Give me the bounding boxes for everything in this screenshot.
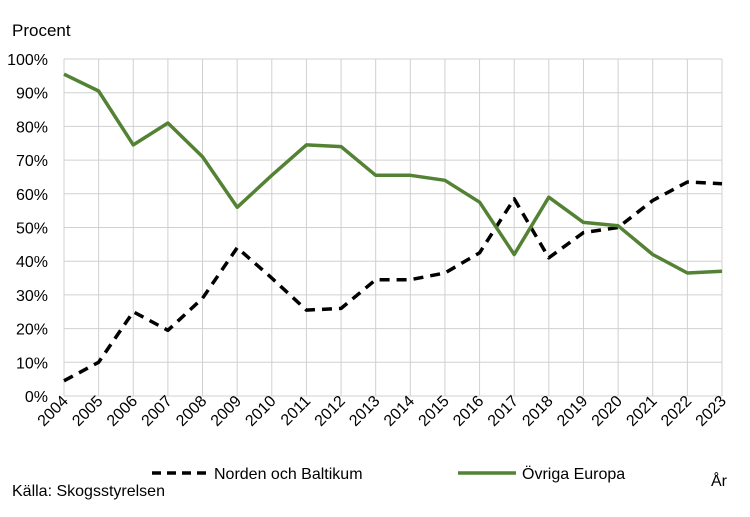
x-tick-label: 2019 [554, 393, 591, 430]
x-tick-label: 2018 [519, 393, 556, 430]
y-tick-label: 20% [16, 322, 48, 339]
x-tick-label: 2022 [658, 393, 695, 430]
y-tick-label: 30% [16, 288, 48, 305]
series-line-0 [63, 180, 723, 383]
y-tick-labels: 0% 10% 20% 30% 40% 50% 60% 70% 80% 90% 100% [7, 52, 48, 406]
x-tick-label: 2007 [139, 393, 176, 430]
y-tick-label: 40% [16, 254, 48, 271]
x-tick-label: 2016 [450, 393, 487, 430]
y-tick-label: 60% [16, 187, 48, 204]
y-tick-label: 10% [16, 355, 48, 372]
y-axis-title: Procent [12, 21, 71, 40]
y-tick-label: 50% [16, 221, 48, 238]
y-tick-label: 80% [16, 119, 48, 136]
x-tick-label: 2008 [173, 393, 210, 430]
x-tick-label: 2014 [381, 393, 418, 430]
x-tick-label: 2023 [693, 393, 730, 430]
x-tick-label: 2006 [104, 393, 141, 430]
x-tick-label: 2020 [589, 393, 626, 430]
y-tick-label: 90% [16, 86, 48, 103]
x-tick-label: 2005 [69, 393, 106, 430]
grid [63, 58, 723, 397]
legend: Norden och Baltikum Övriga Europa [152, 465, 625, 483]
x-tick-label: 2021 [623, 393, 660, 430]
legend-label-ovriga: Övriga Europa [522, 465, 625, 483]
x-tick-label: 2011 [278, 393, 314, 429]
x-axis-title: År [711, 471, 728, 490]
x-tick-labels: 2004200520062007200820092010201120122013… [35, 393, 730, 430]
source-note: Källa: Skogsstyrelsen [12, 483, 165, 500]
y-tick-label: 0% [25, 389, 48, 406]
series-lines [63, 72, 723, 383]
x-tick-label: 2017 [485, 393, 522, 430]
y-tick-label: 70% [16, 153, 48, 170]
x-tick-label: 2013 [346, 393, 383, 430]
x-tick-label: 2015 [416, 393, 453, 430]
series-line-1 [63, 72, 723, 275]
x-tick-label: 2009 [208, 393, 245, 430]
y-tick-label: 100% [7, 52, 48, 69]
x-tick-label: 2012 [312, 393, 349, 430]
legend-label-norden: Norden och Baltikum [214, 466, 363, 483]
x-tick-label: 2010 [242, 393, 279, 430]
